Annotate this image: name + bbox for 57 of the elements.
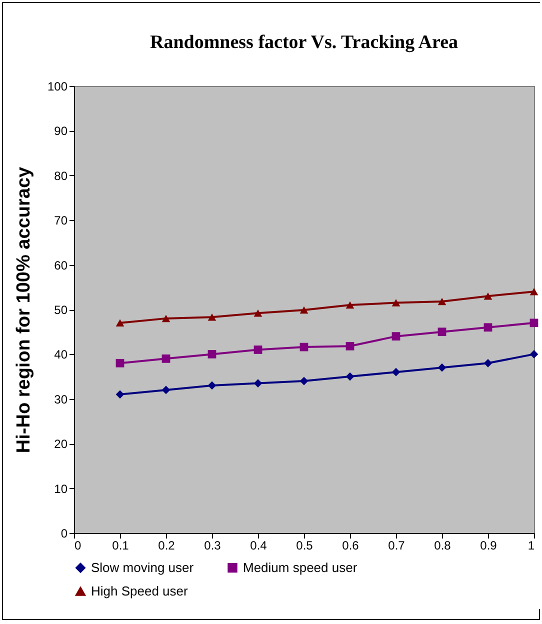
x-tick-label: 0.8 xyxy=(434,538,452,552)
x-tick-label: 0.5 xyxy=(296,538,314,552)
point xyxy=(392,368,400,376)
x-tick-label: 0.1 xyxy=(112,538,130,552)
point xyxy=(162,386,170,394)
x-tick-label: 0.7 xyxy=(388,538,406,552)
y-tick-label: 80 xyxy=(54,168,68,183)
x-tick-label: 0.9 xyxy=(480,538,498,552)
y-tick-label: 0 xyxy=(60,526,68,540)
x-tick-label: 0.3 xyxy=(204,538,222,552)
point xyxy=(116,390,124,399)
y-tick-label: 40 xyxy=(54,348,68,362)
y-tick-label: 70 xyxy=(54,214,68,228)
point xyxy=(530,318,538,328)
y-tick-label: 50 xyxy=(54,303,68,317)
point xyxy=(254,346,262,354)
point xyxy=(484,292,492,300)
point xyxy=(530,350,538,358)
point xyxy=(438,298,446,306)
point xyxy=(392,299,400,306)
point xyxy=(530,288,538,296)
point xyxy=(346,301,354,309)
point xyxy=(162,354,170,363)
point xyxy=(208,313,216,321)
y-tick-label: 20 xyxy=(54,437,68,452)
point xyxy=(484,358,492,368)
y-tick-label: 90 xyxy=(54,124,68,138)
legend-label: High Speed user xyxy=(91,584,189,598)
point xyxy=(300,376,308,386)
point xyxy=(300,306,308,314)
point xyxy=(254,379,262,388)
y-tick-label: 10 xyxy=(54,482,68,496)
y-tick-label: 100 xyxy=(47,80,68,94)
x-tick-label: 0.2 xyxy=(158,538,176,552)
point xyxy=(300,342,308,352)
x-tick-label: 0.6 xyxy=(342,538,360,552)
x-tick-label: 1 xyxy=(528,538,535,552)
y-tick-label: 60 xyxy=(54,258,68,272)
point xyxy=(208,350,216,358)
legend-label: Slow moving user xyxy=(91,560,194,575)
x-tick-label: 0.4 xyxy=(250,538,268,552)
legend-label: Medium speed user xyxy=(243,560,358,575)
point xyxy=(346,372,354,381)
y-axis-title: Hi-Ho region for 100% accuracy xyxy=(13,166,34,454)
point xyxy=(254,309,262,317)
point xyxy=(116,358,124,368)
point xyxy=(116,319,124,327)
point xyxy=(346,342,354,350)
point xyxy=(162,314,170,322)
point xyxy=(438,363,446,372)
y-tick-label: 30 xyxy=(54,392,68,406)
point xyxy=(484,323,492,332)
point xyxy=(208,381,216,390)
point xyxy=(438,328,446,336)
point xyxy=(392,332,400,341)
chart-title: Randomness factor Vs. Tracking Area xyxy=(150,32,459,53)
x-tick-label: 0 xyxy=(74,538,82,552)
